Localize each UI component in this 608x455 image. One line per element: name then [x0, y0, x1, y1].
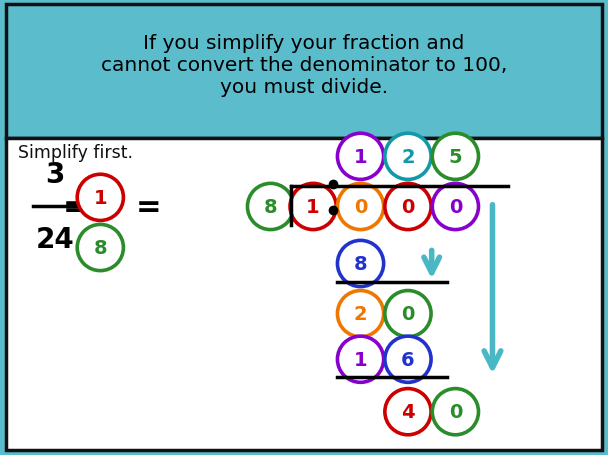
Text: 2: 2 [401, 147, 415, 167]
Text: 8: 8 [94, 238, 107, 258]
Text: Simplify first.: Simplify first. [18, 143, 133, 161]
Ellipse shape [385, 184, 431, 230]
Ellipse shape [337, 184, 384, 230]
Text: 24: 24 [35, 225, 74, 253]
Ellipse shape [385, 389, 431, 435]
Text: 5: 5 [449, 147, 462, 167]
Text: 0: 0 [449, 197, 462, 217]
Ellipse shape [432, 184, 478, 230]
Ellipse shape [385, 336, 431, 383]
Text: 6: 6 [401, 350, 415, 369]
FancyBboxPatch shape [6, 139, 602, 450]
Ellipse shape [337, 241, 384, 287]
Text: 0: 0 [401, 304, 415, 324]
FancyBboxPatch shape [6, 5, 602, 139]
Ellipse shape [290, 184, 336, 230]
Text: =: = [136, 192, 162, 222]
Ellipse shape [432, 134, 478, 180]
Text: 1: 1 [354, 147, 367, 167]
Ellipse shape [337, 291, 384, 337]
Text: 1: 1 [306, 197, 320, 217]
Text: If you simplify your fraction and
cannot convert the denominator to 100,
you mus: If you simplify your fraction and cannot… [101, 34, 507, 97]
Ellipse shape [432, 389, 478, 435]
Text: 0: 0 [354, 197, 367, 217]
Text: 8: 8 [264, 197, 277, 217]
Ellipse shape [247, 184, 294, 230]
Text: 1: 1 [354, 350, 367, 369]
Text: 2: 2 [354, 304, 367, 324]
Text: 8: 8 [354, 254, 367, 273]
Text: 4: 4 [401, 402, 415, 421]
Ellipse shape [77, 225, 123, 271]
Ellipse shape [337, 336, 384, 383]
Text: 1: 1 [94, 188, 107, 207]
Ellipse shape [385, 291, 431, 337]
Text: 3: 3 [45, 161, 64, 189]
Text: =: = [63, 192, 89, 222]
Ellipse shape [337, 134, 384, 180]
Ellipse shape [385, 134, 431, 180]
Ellipse shape [77, 175, 123, 221]
Text: 0: 0 [401, 197, 415, 217]
Text: 0: 0 [449, 402, 462, 421]
